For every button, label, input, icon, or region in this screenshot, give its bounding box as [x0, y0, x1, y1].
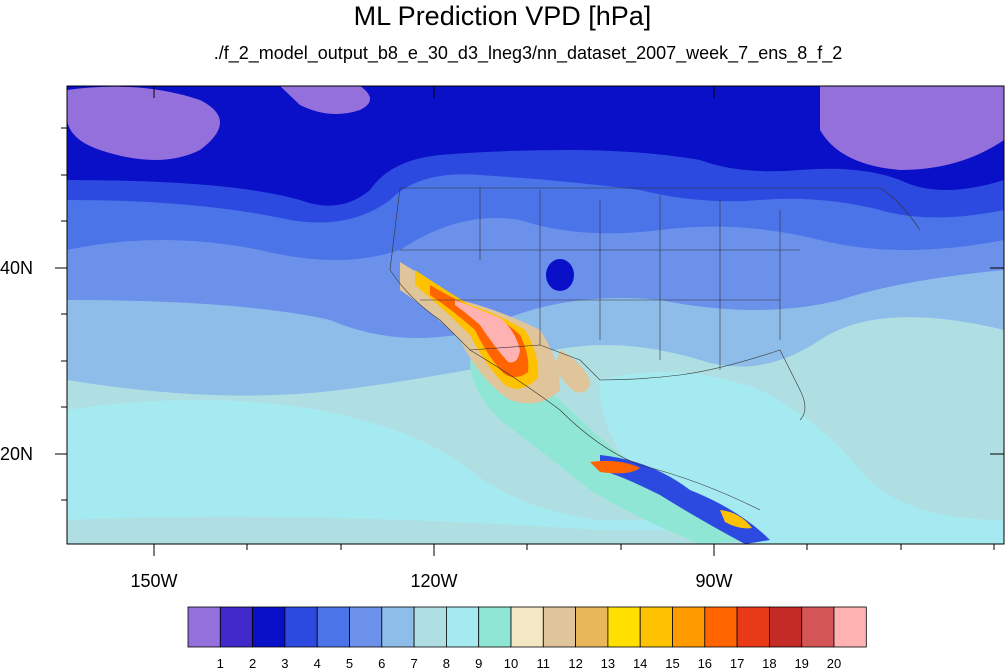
colorbar-swatch-17 — [736, 606, 770, 648]
field-texas — [555, 350, 590, 393]
colorbar-swatch-12 — [575, 606, 609, 648]
colorbar-label-7: 7 — [410, 656, 418, 671]
colorbar-swatch-1 — [219, 606, 254, 648]
map-frame — [66, 85, 1005, 545]
field-guerrero — [590, 460, 640, 474]
field-region-1-west — [67, 86, 220, 160]
colorbar-label-3: 3 — [281, 656, 289, 671]
colorbar-swatch-4 — [316, 606, 350, 648]
colorbar-label-16: 16 — [697, 656, 713, 671]
colorbar-label-11: 11 — [536, 656, 551, 671]
colorbar-label-1: 1 — [216, 656, 224, 671]
colorbar-swatch-7 — [413, 606, 447, 648]
colorbar-swatch-11 — [542, 606, 576, 648]
colorbar-label-6: 6 — [378, 656, 386, 671]
axis-ticks — [55, 86, 1004, 556]
field-sw-20 — [455, 300, 520, 363]
colorbar-swatch-5 — [349, 606, 383, 648]
map-field — [67, 86, 1004, 544]
chart-title: ML Prediction VPD [hPa] — [353, 1, 652, 31]
colorbar-label-9: 9 — [475, 656, 483, 671]
colorbar-swatch-8 — [445, 606, 480, 648]
colorbar-swatch-6 — [381, 606, 415, 648]
colorbar-label-12: 12 — [568, 656, 583, 671]
colorbar-swatch-2 — [252, 606, 286, 648]
colorbar-label-19: 19 — [794, 656, 809, 671]
colorbar-swatch-9 — [478, 606, 512, 648]
colorbar-swatch-18 — [769, 606, 803, 648]
colorbar-label-17: 17 — [729, 656, 745, 671]
colorbar-swatch-20 — [833, 606, 867, 648]
lat-tick-40n: 40N — [0, 258, 34, 278]
colorbar-label-18: 18 — [762, 656, 777, 671]
lat-tick-20n: 20N — [0, 444, 34, 464]
colorbar-label-15: 15 — [665, 656, 680, 671]
colorbar-label-20: 20 — [826, 656, 842, 671]
colorbar — [187, 606, 867, 648]
colorbar-label-4: 4 — [313, 656, 321, 671]
field-region-1-alaska — [280, 86, 370, 114]
chart-subtitle: ./f_2_model_output_b8_e_30_d3_lneg3/nn_d… — [213, 43, 843, 63]
colorbar-label-5: 5 — [345, 656, 354, 671]
field-nicaragua — [720, 510, 752, 529]
colorbar-swatch-15 — [672, 606, 706, 648]
colorbar-label-8: 8 — [442, 656, 450, 671]
field-band-9 — [67, 400, 1004, 544]
lon-tick-90w: 90W — [695, 571, 733, 591]
political-boundaries — [389, 187, 921, 511]
lon-tick-120w: 120W — [410, 571, 458, 591]
field-band-2 — [67, 86, 1004, 206]
colorbar-label-14: 14 — [632, 656, 648, 671]
colorbar-swatch-14 — [639, 606, 673, 648]
colorbar-label-13: 13 — [600, 656, 616, 671]
colorbar-swatch-13 — [607, 606, 641, 648]
colorbar-label-10: 10 — [503, 656, 519, 671]
colorbar-label-2: 2 — [248, 656, 257, 671]
colorbar-swatch-3 — [284, 606, 318, 648]
colorbar-swatch-10 — [510, 606, 544, 648]
colorbar-swatch-19 — [801, 606, 835, 648]
lon-tick-150w: 150W — [130, 571, 178, 591]
colorbar-swatch-16 — [704, 606, 738, 648]
colorbar-swatch-0 — [187, 606, 221, 648]
field-utah — [546, 259, 574, 291]
field-region-1-east — [820, 86, 1004, 170]
